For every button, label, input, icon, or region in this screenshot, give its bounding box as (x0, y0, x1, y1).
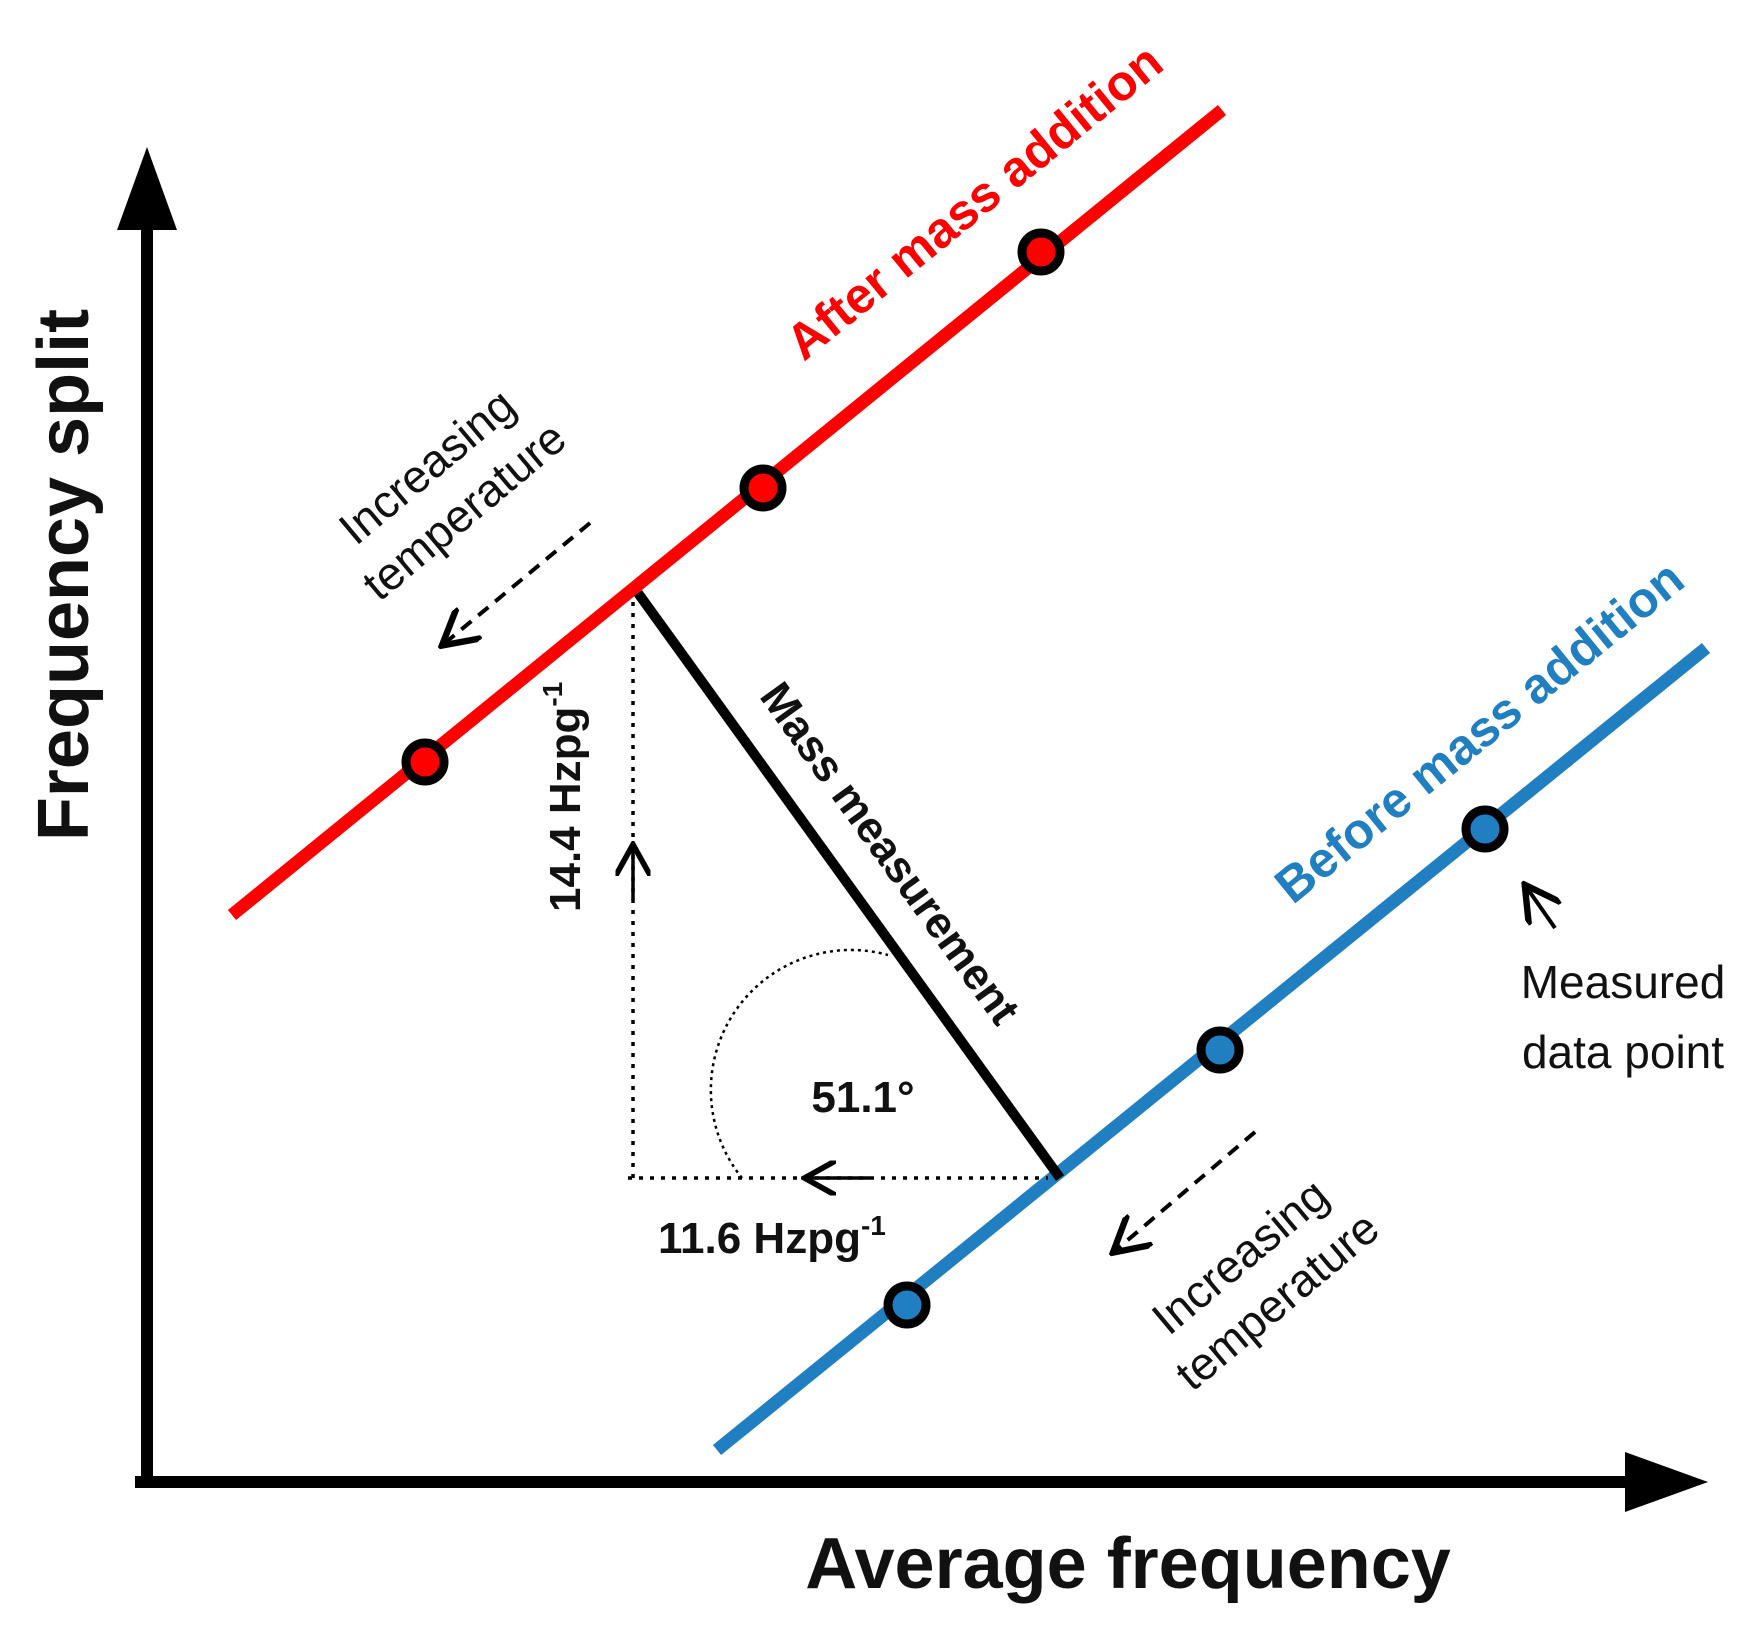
measured-point-arrow (1527, 888, 1555, 930)
before-data-point (1196, 1026, 1244, 1074)
vertical-component-exponent: -1 (537, 682, 568, 707)
before-data-point (883, 1281, 931, 1329)
after-data-point (401, 738, 449, 786)
temperature-arrow-top (445, 521, 592, 643)
temperature-arrow-bottom (1116, 1130, 1257, 1250)
vertical-component-value: 14.4 Hzpg (541, 707, 590, 912)
before-mass-addition-label: Before mass addition (1264, 550, 1694, 914)
before-data-points (883, 805, 1509, 1329)
vertical-component-label: 14.4 Hzpg-1 (537, 682, 590, 912)
angle-label: 51.1° (811, 1073, 914, 1122)
measured-point-label-line1: Measured (1521, 956, 1726, 1008)
y-axis-arrowhead (117, 147, 177, 230)
x-axis-title: Average frequency (805, 1524, 1451, 1604)
after-data-point (1017, 228, 1065, 276)
horizontal-component-value: 11.6 Hzpg (658, 1214, 861, 1263)
svg-text:14.4 Hzpg-1: 14.4 Hzpg-1 (537, 682, 590, 912)
increasing-temperature-bottom: Increasing temperature (1142, 1168, 1389, 1400)
mass-measurement-label: Mass measurement (750, 674, 1029, 1034)
y-axis-title: Frequency split (24, 309, 104, 841)
x-axis-arrowhead (1625, 1452, 1708, 1512)
after-data-points (401, 228, 1065, 786)
after-data-point (739, 464, 787, 512)
horizontal-component-label: 11.6 Hzpg-1 (658, 1210, 886, 1263)
horizontal-component-exponent: -1 (861, 1210, 886, 1241)
mass-measurement-line (633, 590, 1065, 1181)
increasing-temperature-top: Increasing temperature (329, 378, 576, 610)
angle-arc (709, 948, 889, 1179)
svg-text:11.6 Hzpg-1: 11.6 Hzpg-1 (658, 1210, 886, 1263)
measured-point-label-line2: data point (1522, 1026, 1724, 1078)
axes (117, 147, 1708, 1512)
before-data-point (1461, 805, 1509, 853)
